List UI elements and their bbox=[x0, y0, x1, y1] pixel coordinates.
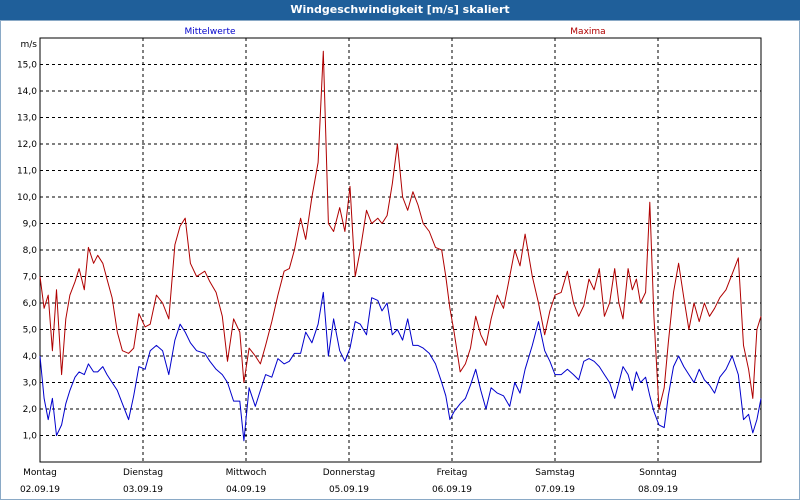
x-tick-day: Dienstag bbox=[123, 468, 163, 478]
x-tick-date: 02.09.19 bbox=[20, 485, 60, 495]
y-tick-label: 10,0 bbox=[17, 193, 37, 203]
x-tick-date: 08.09.19 bbox=[638, 485, 678, 495]
y-tick-label: 11,0 bbox=[17, 167, 37, 177]
y-tick-label: 6,0 bbox=[23, 299, 38, 309]
series-line-mittelwerte bbox=[39, 291, 762, 442]
y-tick-label: 12,0 bbox=[17, 140, 37, 150]
y-tick-label: 8,0 bbox=[23, 246, 38, 256]
y-tick-label: 14,0 bbox=[17, 87, 37, 97]
y-tick-label: 3,0 bbox=[23, 379, 38, 389]
legend-maxima: Maxima bbox=[570, 27, 605, 37]
y-tick-label: 5,0 bbox=[23, 326, 38, 336]
y-axis-unit: m/s bbox=[21, 40, 38, 50]
x-tick-date: 07.09.19 bbox=[535, 485, 575, 495]
x-tick-day: Montag bbox=[23, 468, 57, 478]
grid bbox=[40, 38, 761, 462]
x-tick-day: Freitag bbox=[437, 468, 468, 478]
x-tick-date: 06.09.19 bbox=[432, 485, 472, 495]
series-line-maxima bbox=[39, 50, 762, 410]
y-tick-label: 1,0 bbox=[23, 432, 38, 442]
x-tick-day: Sonntag bbox=[639, 468, 676, 478]
legend-mittelwerte: Mittelwerte bbox=[184, 27, 235, 37]
x-tick-day: Donnerstag bbox=[323, 468, 376, 478]
chart-frame bbox=[0, 20, 800, 500]
series-layer bbox=[39, 50, 762, 442]
x-tick-date: 05.09.19 bbox=[329, 485, 369, 495]
y-tick-label: 4,0 bbox=[23, 352, 38, 362]
y-tick-label: 9,0 bbox=[23, 220, 38, 230]
y-tick-label: 13,0 bbox=[17, 114, 37, 124]
x-tick-day: Mittwoch bbox=[226, 468, 267, 478]
x-tick-date: 03.09.19 bbox=[123, 485, 163, 495]
y-tick-label: 7,0 bbox=[23, 273, 38, 283]
plot-border bbox=[39, 37, 762, 463]
axes bbox=[39, 37, 762, 463]
y-tick-label: 2,0 bbox=[23, 405, 38, 415]
chart-title: Windgeschwindigkeit [m/s] skaliert bbox=[0, 0, 800, 20]
x-tick-date: 04.09.19 bbox=[226, 485, 266, 495]
y-tick-label: 15,0 bbox=[17, 61, 37, 71]
x-tick-day: Samstag bbox=[535, 468, 574, 478]
labels-layer: 1,0 2,0 3,0 4,0 5,0 6,0 7,0 8,0 9,0 10,0 11,0 12,0 1… bbox=[17, 27, 678, 495]
wind-speed-chart: 1,0 2,0 3,0 4,0 5,0 6,0 7,0 8,0 9,0 10,0 11,0 12,0 1… bbox=[17, 27, 762, 495]
